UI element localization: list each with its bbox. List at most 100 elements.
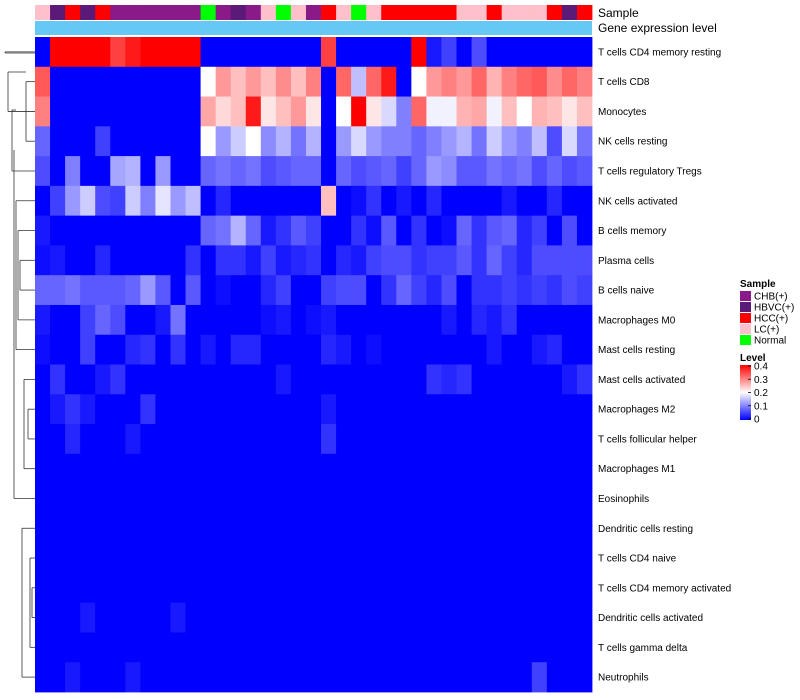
heatmap-cell (396, 185, 412, 217)
heatmap-cell (65, 156, 81, 187)
heatmap-cell (441, 543, 457, 574)
heatmap-cell (215, 662, 232, 693)
heatmap-cell (471, 37, 488, 68)
heatmap-cell (381, 453, 397, 484)
heatmap-cell (245, 66, 262, 97)
level-legend-tick-label: 0 (754, 415, 760, 426)
heatmap-cell (215, 304, 232, 336)
heatmap-cell (230, 304, 247, 336)
heatmap-cell (336, 364, 352, 395)
heatmap-cell (531, 275, 548, 306)
heatmap-cell (35, 394, 51, 425)
heatmap-cell (50, 126, 66, 157)
heatmap-cell (80, 304, 96, 336)
heatmap-cell (275, 66, 292, 97)
sample-legend-label: HCC(+) (754, 314, 788, 325)
heatmap-cell (275, 602, 292, 633)
heatmap-cell (50, 662, 66, 693)
heatmap-cell (366, 304, 382, 336)
heatmap-cell (110, 245, 126, 276)
heatmap-cell (215, 483, 232, 514)
heatmap-cell (411, 304, 427, 336)
heatmap-cell (290, 632, 307, 663)
heatmap-cell (305, 185, 322, 217)
heatmap-cell (275, 424, 292, 455)
heatmap-cell (531, 662, 548, 693)
heatmap-cell (396, 66, 412, 97)
heatmap-cell (426, 185, 442, 217)
heatmap-cell (351, 513, 367, 544)
heatmap-cell (155, 513, 171, 544)
heatmap-cell (516, 632, 533, 663)
heatmap-cell (140, 394, 156, 425)
heatmap-cell (65, 394, 81, 425)
heatmap-cell (200, 453, 217, 484)
heatmap-cell (140, 96, 156, 127)
heatmap-cell (321, 424, 337, 455)
heatmap-cell (471, 483, 488, 514)
heatmap-cell (486, 66, 503, 97)
heatmap-cell (65, 66, 81, 97)
sample-annotation-cell (471, 5, 488, 20)
heatmap-cell (170, 126, 186, 157)
heatmap-cell (486, 304, 503, 336)
heatmap-cell (170, 513, 186, 544)
heatmap-cell (576, 483, 593, 514)
level-legend-tick-label: 0.2 (754, 388, 768, 399)
heatmap-cell (65, 483, 81, 514)
sample-annotation-cell (396, 5, 412, 20)
heatmap-cell (95, 424, 111, 455)
heatmap-cell (501, 572, 518, 604)
heatmap-cell (411, 215, 427, 246)
heatmap-cell (456, 543, 472, 574)
heatmap-cell (185, 483, 201, 514)
heatmap-cell (441, 364, 457, 395)
heatmap-cell (456, 275, 472, 306)
heatmap-cell (95, 364, 111, 395)
heatmap-cell (275, 245, 292, 276)
heatmap-cell (215, 156, 232, 187)
heatmap-cell (441, 483, 457, 514)
sample-annotation-cell (321, 5, 337, 20)
heatmap-cell (80, 156, 96, 187)
heatmap-cell (396, 632, 412, 663)
heatmap-cell (411, 66, 427, 97)
heatmap-cell (441, 275, 457, 306)
heatmap-cell (305, 304, 322, 336)
heatmap-cell (471, 156, 488, 187)
heatmap-cell (245, 662, 262, 693)
heatmap-cell (230, 215, 247, 246)
heatmap-cell (366, 453, 382, 484)
level-legend-tick-label: 0.3 (754, 375, 768, 386)
heatmap-cell (275, 37, 292, 68)
heatmap-cell (411, 453, 427, 484)
heatmap-cell (80, 126, 96, 157)
heatmap-cell (245, 572, 262, 604)
sample-annotation-cell (486, 5, 503, 20)
heatmap-cell (215, 364, 232, 395)
heatmap-cell (200, 156, 217, 187)
heatmap-cell (336, 662, 352, 693)
heatmap-cell (35, 543, 51, 574)
heatmap-cell (260, 394, 277, 425)
heatmap-cell (531, 543, 548, 574)
heatmap-cell (35, 37, 51, 68)
heatmap-cell (486, 424, 503, 455)
heatmap-cell (155, 394, 171, 425)
heatmap-cell (531, 483, 548, 514)
heatmap-cell (185, 96, 201, 127)
heatmap-cell (336, 185, 352, 217)
heatmap-cell (260, 215, 277, 246)
heatmap-cell (50, 66, 66, 97)
heatmap-cell (50, 513, 66, 544)
heatmap-cell (305, 364, 322, 395)
heatmap-cell (561, 66, 578, 97)
heatmap-cell (200, 602, 217, 633)
heatmap-cell (396, 572, 412, 604)
heatmap-cell (531, 215, 548, 246)
heatmap-cell (200, 424, 217, 455)
heatmap-cell (501, 245, 518, 276)
heatmap-cell (561, 245, 578, 276)
heatmap-cell (50, 483, 66, 514)
